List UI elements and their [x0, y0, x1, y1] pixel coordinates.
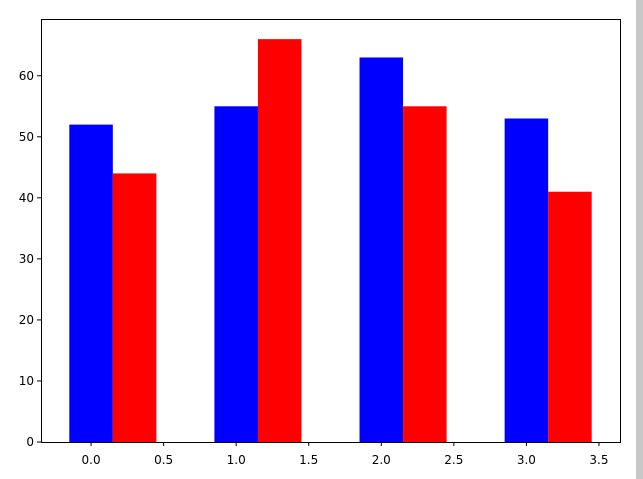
window-edge: [636, 0, 643, 479]
x-tick-label: 1.5: [299, 453, 318, 467]
y-tick-label: 40: [19, 191, 34, 205]
bars-layer: [69, 39, 592, 443]
bar-series-2-3: [548, 191, 592, 442]
bar-series-1-1: [214, 106, 258, 443]
bar-series-2-2: [403, 106, 447, 443]
x-tick-label: 0.5: [154, 453, 173, 467]
bar-series-2-1: [257, 39, 302, 443]
y-tick-label: 10: [19, 374, 34, 388]
y-tick-label: 30: [19, 252, 34, 266]
x-tick-label: 2.5: [444, 453, 463, 467]
x-tick-label: 2.0: [372, 453, 391, 467]
x-axis-ticks: 0.0 0.5 1.0 1.5 2.0 2.5 3.0 3.5: [82, 442, 609, 467]
x-tick-label: 3.0: [517, 453, 536, 467]
y-tick-label: 20: [19, 313, 34, 327]
y-tick-label: 60: [19, 69, 34, 83]
bar-series-1-2: [359, 57, 404, 443]
bar-series-1-0: [69, 124, 113, 442]
y-tick-label: 0: [26, 435, 34, 449]
plot-frame: [41, 19, 621, 443]
y-axis-ticks: 0 10 20 30 40 50 60: [19, 69, 41, 449]
x-tick-label: 1.0: [227, 453, 246, 467]
bar-series-2-0: [112, 173, 157, 442]
bar-series-1-3: [504, 118, 549, 443]
x-tick-label: 0.0: [82, 453, 101, 467]
x-tick-label: 3.5: [589, 453, 608, 467]
y-tick-label: 50: [19, 130, 34, 144]
